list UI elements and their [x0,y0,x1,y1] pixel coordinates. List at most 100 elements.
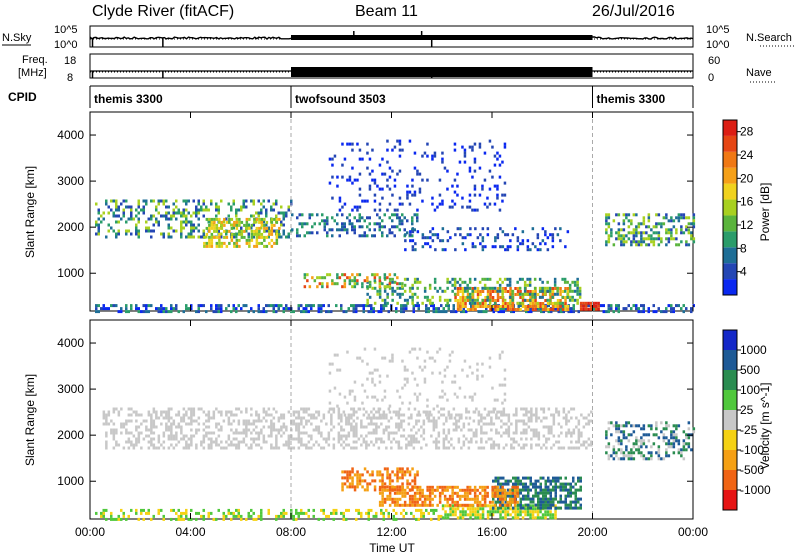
range-gate-cell [202,304,205,308]
range-gate-cell [592,301,595,305]
range-gate-cell [387,514,390,518]
range-gate-cell [564,287,567,290]
range-gate-cell [182,310,185,314]
range-gate-cell [275,217,279,221]
range-gate-cell [486,277,489,281]
range-gate-cell [395,307,398,311]
range-gate-cell [112,428,116,432]
range-gate-cell [356,416,359,420]
range-gate-cell [272,310,275,314]
range-gate-cell [393,491,397,495]
range-gate-cell [549,513,552,517]
range-gate-cell [462,307,465,311]
range-gate-cell [540,307,543,311]
range-gate-cell [535,419,538,423]
range-gate-cell [371,178,374,182]
range-gate-cell [410,443,413,447]
range-gate-cell [270,304,273,308]
range-gate-cell [378,491,382,495]
range-gate-cell [270,220,274,224]
range-gate-cell [175,443,178,447]
range-gate-cell [272,422,276,426]
range-gate-cell [474,516,477,520]
range-gate-cell [395,410,398,414]
range-gate-cell [503,142,507,146]
range-gate-cell [208,241,211,245]
range-gate-cell [351,389,354,393]
range-gate-cell [557,479,560,483]
range-gate-cell [253,220,256,224]
range-gate-cell [459,513,462,517]
range-gate-cell [350,422,353,426]
range-gate-cell [514,479,517,483]
range-gate-cell [527,491,530,495]
range-gate-cell [584,304,588,308]
range-gate-cell [424,236,427,240]
range-gate-cell [428,298,432,302]
range-gate-cell [185,514,188,518]
range-gate-cell [117,413,121,417]
range-gate-cell [395,517,398,521]
range-gate-cell [117,229,120,233]
range-gate-cell [378,503,382,507]
range-gate-cell [463,359,467,363]
range-gate-cell [451,205,454,209]
range-gate-cell [411,193,414,197]
range-gate-cell [470,428,473,432]
range-gate-cell [478,500,482,504]
range-gate-cell [544,230,547,234]
range-gate-cell [630,307,633,311]
range-gate-cell [172,446,176,450]
range-gate-cell [531,242,535,246]
range-gate-cell [437,310,440,314]
range-gate-cell [351,166,354,170]
range-gate-cell [498,289,502,293]
range-gate-cell [300,407,303,411]
range-gate-cell [397,422,401,426]
range-gate-cell [338,276,342,280]
range-gate-cell [547,479,550,483]
range-gate-cell [263,238,266,242]
range-gate-cell [516,500,519,504]
range-gate-cell [640,310,643,314]
range-gate-cell [622,228,626,232]
range-gate-cell [346,485,349,489]
range-gate-cell [554,516,557,520]
range-gate-cell [675,304,678,308]
range-gate-cell [200,304,203,308]
range-gate-cell [478,193,482,197]
range-gate-cell [277,211,280,215]
range-gate-cell [657,234,661,238]
range-gate-cell [361,234,364,238]
range-gate-cell [398,407,402,411]
range-gate-cell [516,239,520,243]
range-gate-cell [372,443,376,447]
range-gate-cell [444,516,447,520]
range-gate-cell [685,307,688,311]
range-gate-cell [577,497,580,501]
range-gate-cell [343,222,346,226]
range-gate-cell [270,434,273,438]
range-gate-cell [502,307,505,311]
range-gate-cell [489,296,492,299]
range-gate-cell [550,446,553,450]
range-gate-cell [630,240,633,244]
range-gate-cell [687,442,691,446]
range-gate-cell [407,407,411,411]
range-gate-cell [471,208,474,212]
range-gate-cell [185,511,188,515]
range-gate-cell [401,213,404,217]
range-gate-cell [300,419,303,423]
range-gate-cell [632,424,636,428]
range-gate-cell [519,510,522,514]
range-gate-cell [418,491,422,495]
range-gate-cell [391,292,394,296]
range-gate-cell [340,425,343,429]
range-gate-cell [486,295,489,299]
range-gate-cell [383,172,387,176]
range-gate-cell [466,205,469,209]
range-gate-cell [213,217,216,221]
range-gate-cell [607,237,611,241]
range-gate-cell [175,199,178,203]
range-gate-cell [642,219,646,223]
